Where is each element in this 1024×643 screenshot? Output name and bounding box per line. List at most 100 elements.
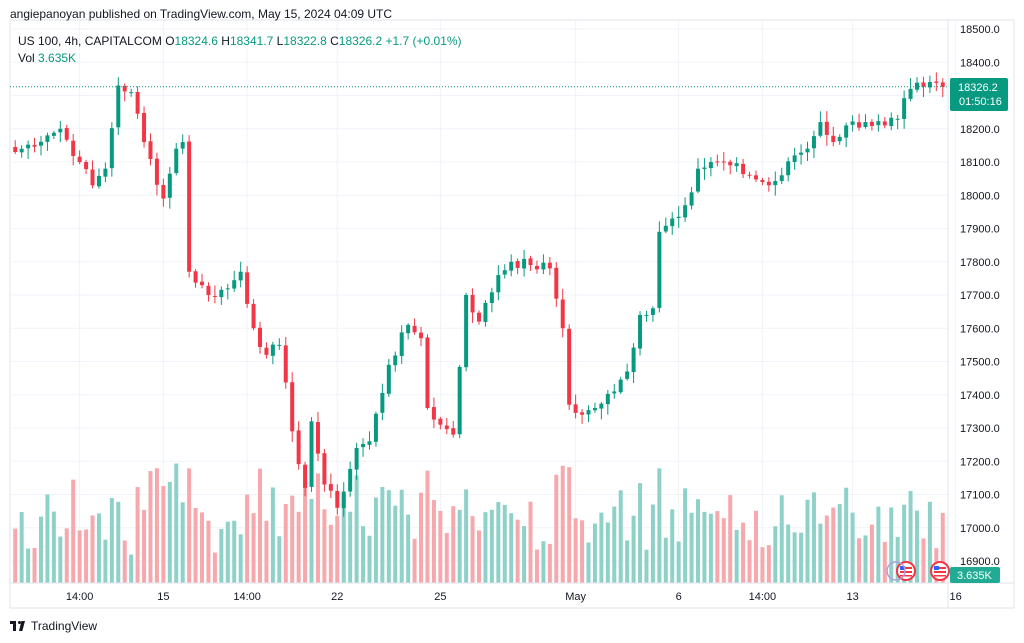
candle-body [399, 332, 404, 357]
volume-bar [502, 504, 507, 583]
candle-body [889, 117, 894, 127]
volume-bar [799, 532, 804, 583]
volume-label[interactable]: Vol [18, 51, 35, 65]
volume-bar [869, 524, 874, 583]
candle-body [650, 308, 655, 315]
volume-bar [534, 549, 539, 583]
volume-bar [528, 501, 533, 583]
candle-body [464, 295, 469, 368]
candle-body [811, 136, 816, 149]
volume-bar [13, 528, 18, 583]
volume-bar [509, 513, 514, 583]
volume-bar [663, 537, 668, 583]
candles [13, 72, 945, 517]
candle-body [612, 391, 617, 394]
volume-bar [58, 536, 63, 583]
candle-body [71, 140, 76, 156]
volume-bar [857, 538, 862, 583]
volume-bar [541, 541, 546, 583]
candle-body [895, 118, 900, 120]
volume-bar [193, 507, 198, 583]
open-label: O [165, 34, 175, 48]
volume-bar [386, 490, 391, 583]
footer-brand[interactable]: TradingView [10, 619, 97, 633]
volume-bar [444, 532, 449, 583]
published-caption: angiepanoyan published on TradingView.co… [10, 7, 393, 21]
high-value: 18341.7 [229, 34, 274, 48]
us-flag-icon[interactable] [896, 561, 916, 581]
candle-body [541, 262, 546, 270]
bar-countdown: 01:50:16 [959, 96, 1002, 108]
candle-body [419, 332, 424, 339]
volume-bar [328, 524, 333, 583]
volume-bar [116, 501, 121, 583]
candle-body [142, 112, 147, 143]
high-label: H [221, 34, 230, 48]
symbol-legend: US 100, 4h, CAPITALCOM O18324.6 H18341.7… [18, 33, 462, 66]
volume-bar [489, 509, 494, 583]
price-tick-label: 16900.0 [960, 556, 1000, 568]
candle-body [515, 261, 520, 268]
time-tick-label: 22 [331, 591, 343, 603]
candle-body [96, 175, 101, 187]
volume-bar [753, 510, 758, 583]
price-tick-label: 17600.0 [960, 323, 1000, 335]
symbol-name[interactable]: US 100, 4h, CAPITALCOM [18, 34, 162, 48]
candle-body [406, 324, 411, 334]
volume-bar [747, 540, 752, 583]
volume-bar [225, 521, 230, 583]
volume-bar [296, 511, 301, 583]
price-tick-label: 18200.0 [960, 124, 1000, 136]
candle-body [902, 98, 907, 119]
price-tick-label: 18500.0 [960, 24, 1000, 36]
candle-body [592, 408, 597, 411]
candle-body [444, 425, 449, 430]
change-value: +1.7 (+0.01%) [385, 34, 462, 48]
candle-body [77, 156, 82, 162]
candle-body [618, 379, 623, 393]
volume-bar [547, 543, 552, 583]
candle-body [734, 163, 739, 167]
volume-bar [657, 468, 662, 583]
candle-body [470, 294, 475, 313]
volume-bar [245, 494, 250, 583]
volume-bar [64, 528, 69, 583]
candle-body [431, 407, 436, 420]
candle-body [109, 128, 114, 169]
volume-bar [683, 488, 688, 583]
volume-bar [831, 507, 836, 583]
candle-body [908, 88, 913, 99]
volume-bar [895, 536, 900, 583]
volume-bar [779, 495, 784, 583]
candle-body [161, 184, 166, 199]
volume-bar [863, 535, 868, 583]
candle-body [45, 135, 50, 142]
volume-bar [32, 548, 37, 583]
time-axis: 14:00 15 14:00 22 25 May 6 14:00 13 16 [66, 591, 962, 603]
candle-body [373, 413, 378, 442]
candle-body [451, 428, 456, 435]
volume-bar [457, 509, 462, 583]
candle-body [380, 392, 385, 413]
volume-bar [257, 468, 262, 583]
volume-bar [708, 513, 713, 583]
candle-body [200, 281, 205, 286]
candle-body [219, 289, 224, 298]
volume-bar [90, 515, 95, 583]
candle-body [631, 347, 636, 373]
volume-bar [818, 523, 823, 583]
volume-bar [741, 522, 746, 583]
candle-body [483, 302, 488, 322]
event-marker-icon[interactable] [886, 561, 906, 581]
volume-bars [13, 463, 945, 583]
volume-bar [760, 547, 765, 583]
volume-bar [380, 487, 385, 583]
candle-body [837, 136, 842, 142]
candle-body [13, 147, 18, 153]
us-flag-icon[interactable] [930, 561, 950, 581]
candle-body [335, 491, 340, 508]
volume-bar [406, 514, 411, 583]
last-price-value: 18326.2 [958, 82, 998, 94]
candle-body [187, 141, 192, 272]
